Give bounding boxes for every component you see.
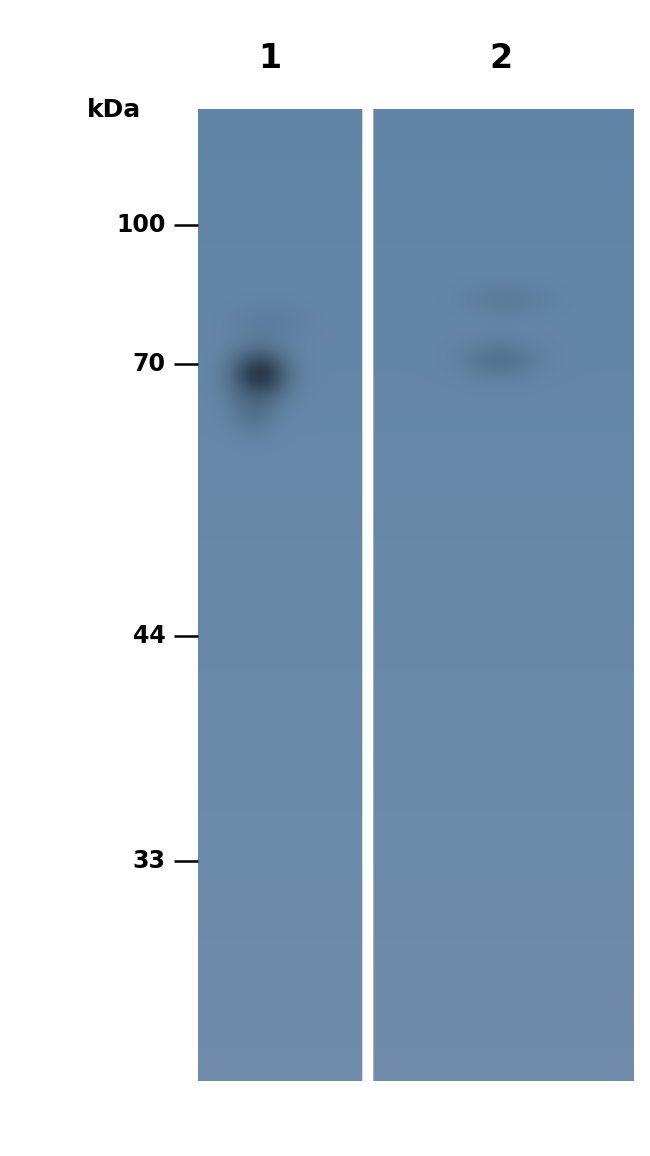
Text: 100: 100 — [116, 214, 166, 237]
Text: 33: 33 — [133, 850, 166, 873]
Text: 2: 2 — [489, 42, 512, 75]
Text: 1: 1 — [258, 42, 281, 75]
Text: 44: 44 — [133, 624, 166, 647]
Text: kDa: kDa — [86, 98, 141, 121]
Text: 70: 70 — [133, 353, 166, 376]
